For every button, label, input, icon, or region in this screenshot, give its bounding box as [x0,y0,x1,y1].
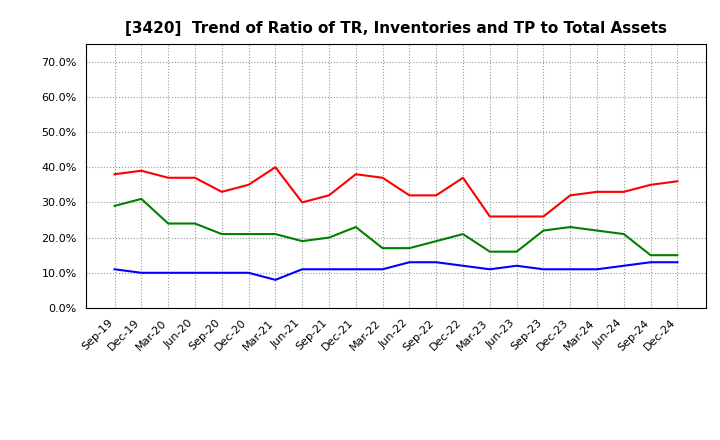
Inventories [593,267,601,272]
Trade Payables [191,221,199,226]
Trade Payables [164,221,173,226]
Inventories [619,263,628,268]
Trade Payables [485,249,494,254]
Trade Payables [513,249,521,254]
Trade Receivables [405,193,414,198]
Trade Receivables [593,189,601,194]
Trade Receivables [539,214,548,219]
Trade Receivables [513,214,521,219]
Inventories [673,260,682,265]
Trade Payables [593,228,601,233]
Trade Receivables [432,193,441,198]
Inventories [539,267,548,272]
Inventories [485,267,494,272]
Line: Trade Payables: Trade Payables [114,199,678,255]
Trade Receivables [271,165,279,170]
Trade Receivables [485,214,494,219]
Inventories [325,267,333,272]
Trade Payables [271,231,279,237]
Trade Payables [405,246,414,251]
Trade Payables [217,231,226,237]
Trade Receivables [619,189,628,194]
Trade Payables [673,253,682,258]
Trade Payables [647,253,655,258]
Trade Payables [432,238,441,244]
Trade Payables [378,246,387,251]
Inventories [191,270,199,275]
Inventories [164,270,173,275]
Trade Payables [351,224,360,230]
Trade Receivables [351,172,360,177]
Inventories [217,270,226,275]
Trade Receivables [110,172,119,177]
Inventories [513,263,521,268]
Inventories [459,263,467,268]
Inventories [298,267,307,272]
Trade Receivables [244,182,253,187]
Inventories [137,270,145,275]
Inventories [432,260,441,265]
Trade Receivables [191,175,199,180]
Trade Payables [244,231,253,237]
Inventories [110,267,119,272]
Line: Trade Receivables: Trade Receivables [114,167,678,216]
Trade Receivables [298,200,307,205]
Trade Payables [539,228,548,233]
Inventories [566,267,575,272]
Trade Payables [566,224,575,230]
Inventories [647,260,655,265]
Trade Payables [325,235,333,240]
Trade Payables [459,231,467,237]
Trade Receivables [164,175,173,180]
Inventories [378,267,387,272]
Trade Receivables [325,193,333,198]
Trade Receivables [217,189,226,194]
Trade Receivables [673,179,682,184]
Trade Payables [137,196,145,202]
Trade Payables [110,203,119,209]
Trade Receivables [459,175,467,180]
Inventories [244,270,253,275]
Trade Receivables [378,175,387,180]
Title: [3420]  Trend of Ratio of TR, Inventories and TP to Total Assets: [3420] Trend of Ratio of TR, Inventories… [125,21,667,36]
Inventories [405,260,414,265]
Line: Inventories: Inventories [114,262,678,280]
Inventories [271,277,279,282]
Trade Receivables [137,168,145,173]
Trade Receivables [647,182,655,187]
Trade Payables [619,231,628,237]
Trade Receivables [566,193,575,198]
Trade Payables [298,238,307,244]
Inventories [351,267,360,272]
